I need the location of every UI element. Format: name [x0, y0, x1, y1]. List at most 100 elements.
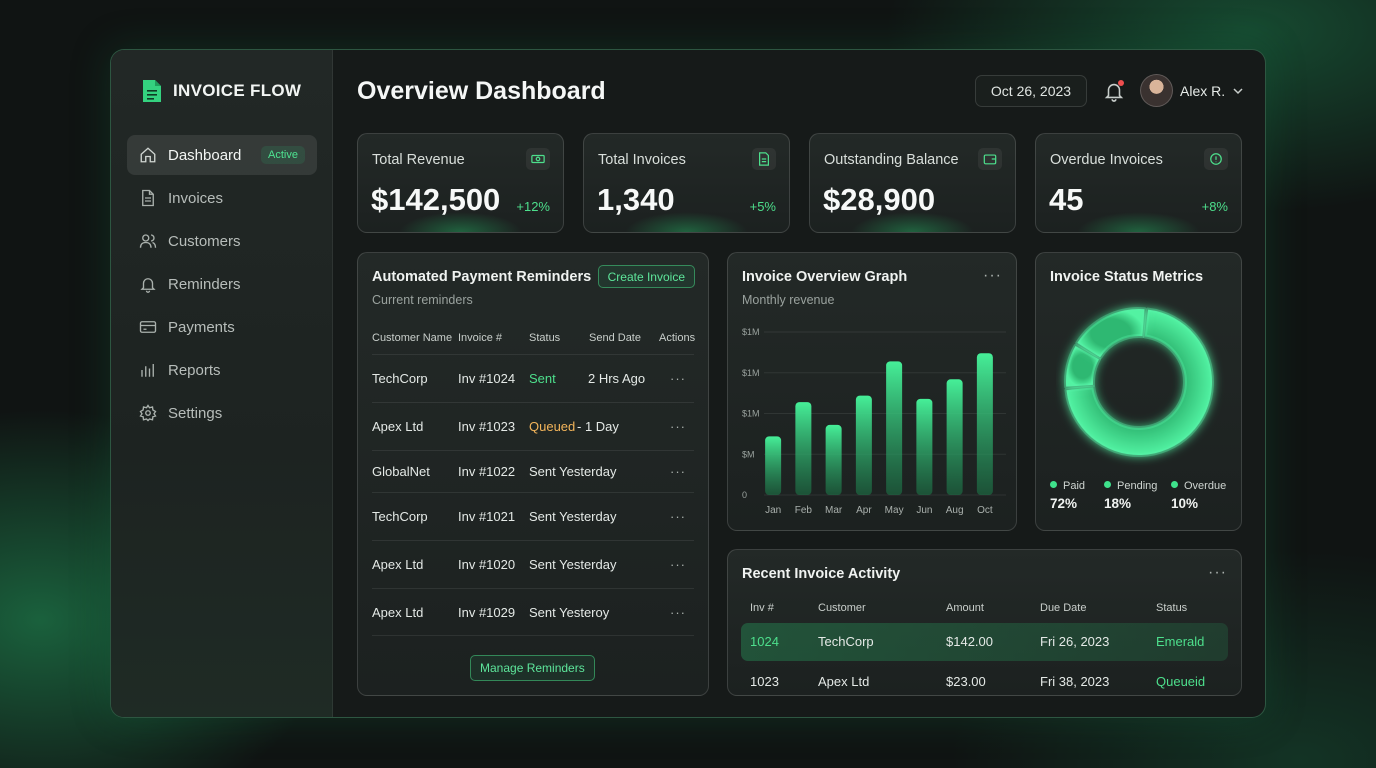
table-row[interactable]: Apex Ltd Inv #1020 Sent Yesterday ···: [372, 540, 694, 588]
column-header: Actions: [659, 332, 696, 344]
avatar[interactable]: [1140, 74, 1173, 107]
sidebar-item-label: Reminders: [168, 275, 241, 293]
table-row[interactable]: 1024 TechCorp $142.00 Fri 26, 2023 Emera…: [741, 623, 1228, 661]
row-actions-button[interactable]: ···: [670, 464, 686, 479]
reminders-title: Automated Payment Reminders: [372, 269, 592, 285]
status-cell: Sent Yesterday: [529, 509, 617, 524]
x-tick-label: Feb: [795, 505, 813, 516]
sidebar-item-dashboard[interactable]: Dashboard Active: [127, 135, 317, 175]
column-header: Customer Name: [372, 332, 453, 344]
row-actions-button[interactable]: ···: [670, 605, 686, 620]
overdue-dot: [1171, 481, 1178, 488]
stat-value: $142,500: [371, 182, 501, 217]
bar-jun[interactable]: [916, 398, 933, 495]
brand-name: INVOICE FLOW: [173, 81, 302, 100]
legend-value: 10%: [1171, 496, 1199, 511]
bar-mar[interactable]: [825, 424, 842, 495]
column-header: Inv #: [750, 602, 774, 614]
legend-value: 72%: [1050, 496, 1078, 511]
bell-icon: [1104, 83, 1124, 102]
customer-cell: Apex Ltd: [818, 674, 870, 689]
pending-dot: [1104, 481, 1111, 488]
sidebar-item-reminders[interactable]: Reminders: [127, 264, 317, 304]
legend-label: Overdue: [1184, 480, 1227, 492]
sidebar-item-customers[interactable]: Customers: [127, 221, 317, 261]
status-cell: Queued: [529, 419, 576, 434]
wallet-icon: [978, 148, 1002, 170]
gear-icon: [139, 404, 157, 422]
donut-slice-pending[interactable]: [1075, 307, 1147, 360]
manage-reminders-button[interactable]: Manage Reminders: [470, 655, 595, 681]
bar-chart-icon: [141, 364, 154, 377]
row-actions-button[interactable]: ···: [670, 509, 686, 524]
bar-apr[interactable]: [855, 395, 872, 495]
customer-cell: TechCorp: [818, 634, 874, 649]
notifications-button[interactable]: [1103, 80, 1125, 102]
amount-cell: $142.00: [946, 634, 993, 649]
date-picker[interactable]: Oct 26, 2023: [975, 75, 1087, 107]
legend-paid: Paid 72%: [1050, 480, 1085, 511]
bar-may[interactable]: [886, 361, 903, 495]
stat-card-total-invoices[interactable]: Total Invoices 1,340 +5%: [583, 133, 790, 233]
table-row[interactable]: TechCorp Inv #1024 Sent 2 Hrs Ago ···: [372, 354, 694, 402]
due-date-cell: Fri 38, 2023: [1040, 674, 1110, 689]
stat-card-overdue-invoices[interactable]: Overdue Invoices 45 +8%: [1035, 133, 1242, 233]
create-invoice-button[interactable]: Create Invoice: [597, 265, 695, 288]
stat-label: Total Revenue: [372, 152, 465, 168]
customer-cell: GlobalNet: [372, 464, 430, 479]
invoice-cell: Inv #1022: [458, 464, 516, 479]
graph-subtitle: Monthly revenue: [742, 293, 835, 307]
sidebar-item-invoices[interactable]: Invoices: [127, 178, 317, 218]
table-row[interactable]: GlobalNet Inv #1022 Sent Yesterday ···: [372, 450, 694, 492]
table-row[interactable]: 1023 Apex Ltd $23.00 Fri 38, 2023 Queuei…: [741, 663, 1228, 695]
activity-menu-button[interactable]: ···: [1208, 564, 1227, 581]
brand[interactable]: INVOICE FLOW: [141, 78, 301, 104]
status-donut-chart: [1064, 307, 1214, 457]
table-row[interactable]: TechCorp Inv #1021 Sent Yesterday ···: [372, 492, 694, 540]
row-actions-button[interactable]: ···: [670, 557, 686, 572]
sidebar: INVOICE FLOW Dashboard Active Invoices C…: [111, 50, 333, 717]
table-row[interactable]: Apex Ltd Inv #1029 Sent Yesteroy ···: [372, 588, 694, 636]
stat-change: +5%: [749, 199, 776, 214]
stat-card-total-revenue[interactable]: Total Revenue $142,500 +12%: [357, 133, 564, 233]
x-tick-label: May: [885, 505, 904, 516]
document-icon: [752, 148, 776, 170]
customer-cell: Apex Ltd: [372, 419, 424, 434]
status-cell: Sent Yesterday: [529, 557, 617, 572]
stat-value: 45: [1049, 182, 1084, 217]
bar-aug[interactable]: [946, 379, 963, 495]
user-name[interactable]: Alex R.: [1180, 83, 1226, 99]
stat-card-outstanding-balance[interactable]: Outstanding Balance $28,900: [809, 133, 1016, 233]
y-tick-label: $M: [742, 449, 755, 459]
graph-menu-button[interactable]: ···: [983, 267, 1002, 284]
stat-value: $28,900: [823, 182, 936, 217]
legend-label: Pending: [1117, 480, 1158, 492]
invoice-cell: Inv #1024: [458, 371, 516, 386]
x-tick-label: Oct: [977, 505, 993, 516]
sidebar-item-reports[interactable]: Reports: [127, 350, 317, 390]
date-cell: 2 Hrs Ago: [588, 371, 646, 386]
y-tick-label: $1M: [742, 368, 760, 378]
amount-cell: $23.00: [946, 674, 986, 689]
x-tick-label: Apr: [856, 505, 872, 516]
invoice-overview-graph: Invoice Overview Graph Monthly revenue ·…: [727, 252, 1017, 531]
column-header: Amount: [946, 602, 984, 614]
bar-jan[interactable]: [765, 436, 782, 495]
chevron-down-icon[interactable]: [1232, 85, 1244, 97]
stat-value: 1,340: [597, 182, 675, 217]
bar-oct[interactable]: [976, 353, 993, 495]
bar-feb[interactable]: [795, 402, 812, 495]
sidebar-item-payments[interactable]: Payments: [127, 307, 317, 347]
donut-slice-paid[interactable]: [1064, 307, 1214, 457]
sidebar-item-settings[interactable]: Settings: [127, 393, 317, 433]
credit-card-icon: [139, 321, 157, 333]
document-icon: [142, 189, 154, 207]
inv-cell: 1024: [750, 634, 779, 649]
donut-slice-overdue[interactable]: [1064, 344, 1101, 389]
row-actions-button[interactable]: ···: [670, 371, 686, 386]
reminders-subtitle: Current reminders: [372, 293, 473, 307]
users-icon: [139, 234, 157, 248]
table-row[interactable]: Apex Ltd Inv #1023 Queued - 1 Day ···: [372, 402, 694, 450]
row-actions-button[interactable]: ···: [670, 419, 686, 434]
status-cell: Sent: [529, 371, 556, 386]
